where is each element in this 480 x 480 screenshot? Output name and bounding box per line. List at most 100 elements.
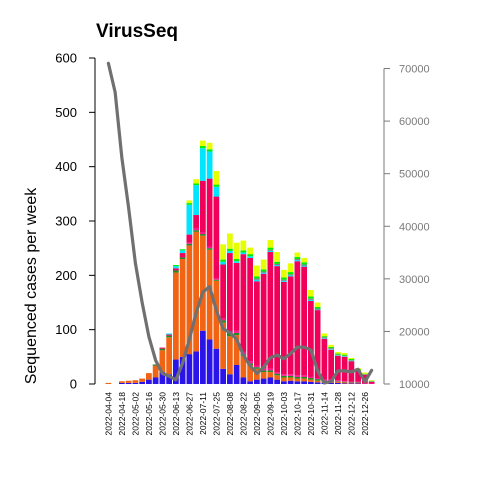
x-tick-label: 2022-12-26 [360,392,370,436]
bar-segment [362,373,368,375]
bar-segment [146,379,152,384]
bar-segment [301,376,307,379]
x-tick-label: 2022-04-18 [117,392,127,436]
bar-segment [193,185,199,216]
bar-segment [281,281,287,375]
bar-segment [200,234,206,236]
bar-segment [341,381,348,383]
bar-segment [247,361,253,364]
bar-segment [247,364,253,382]
bar-segment [267,249,274,251]
bar-segment [166,374,172,384]
x-tick-label: 2022-09-19 [265,392,275,436]
bar-segment [355,381,361,383]
bar-segment [341,356,348,357]
bar-segment [274,263,280,266]
x-tick-label: 2022-05-30 [157,392,167,436]
bar-segment [220,259,226,262]
bar-segment [335,381,341,382]
bar-segment [227,374,233,384]
bar-segment [287,272,294,275]
bar-segment [321,337,328,339]
right-tick-label: 50000 [399,169,430,181]
bar-segment [301,375,307,377]
bar-segment [227,250,233,254]
bar-segment [274,379,280,384]
bar-segment [314,382,321,384]
bar-segment [287,380,294,384]
bar-segment [335,381,341,383]
bar-segment [287,375,294,378]
bar-segment [139,378,145,382]
bar-segment [179,356,186,384]
bar-segment [240,240,247,251]
bar-segment [348,360,355,361]
bar-segment [173,266,179,269]
right-tick-label: 20000 [399,326,430,338]
bar-segment [186,243,193,246]
bar-segment [328,349,334,350]
bar-segment [186,242,193,244]
bar-segment [193,230,199,232]
bar-segment [267,377,274,384]
x-tick-label: 2022-05-02 [130,392,140,436]
bar-segment [260,372,267,379]
bar-segment [193,231,199,352]
bar-segment [254,279,260,282]
bar-segment [233,242,240,260]
bar-segment [274,373,280,376]
bar-segment [274,266,280,373]
bar-segment [240,250,247,253]
bar-segment [125,382,132,384]
bar-segment [193,351,199,384]
bar-segment [294,381,301,384]
bar-segment [193,183,199,186]
bar-segment [301,264,307,266]
bar-segment [254,278,260,280]
bar-segment [227,248,233,251]
bar-segment [206,248,213,250]
bar-segment [314,306,321,309]
bar-segment [362,374,368,375]
bar-segment [314,309,321,311]
left-tick-label: 200 [55,268,77,283]
x-tick-label: 2022-07-25 [211,392,221,436]
bar-segment [227,233,233,249]
bar-segment [240,254,247,352]
bar-segment [166,335,172,338]
x-tick-label: 2022-09-05 [252,392,262,436]
bar-segment [294,252,301,257]
bar-segment [186,203,193,205]
bar-segment [247,247,253,255]
x-tick-label: 2022-10-03 [279,392,289,436]
bar-segment [328,348,334,350]
bar-segment [247,256,253,258]
bar-segment [348,360,355,362]
bar-segment [328,344,334,348]
bar-segment [213,348,220,384]
x-axis: 2022-04-04 2022-04-18 2022-05-02 2022-05-16… [103,392,370,436]
bar-segment [267,250,274,252]
bar-segment [355,382,361,384]
bar-segment [341,354,348,356]
bar-segment [368,383,375,384]
bar-segment [287,374,294,376]
bar-segment [152,364,159,366]
bar-segment [267,251,274,369]
bar-segment [294,256,301,260]
bar-segment [355,370,361,382]
bar-segment [341,381,348,382]
bar-segment [335,355,341,356]
bar-segment [368,381,375,382]
y-axis-label: Sequenced cases per week [23,187,40,385]
x-tick-label: 2022-11-28 [333,392,343,435]
bar-segment [233,259,240,262]
right-tick-label: 70000 [399,64,430,76]
bar-segment [308,299,314,301]
left-tick-label: 500 [55,105,77,120]
left-axis: 0 100 200 300 400 500 600 [55,51,96,392]
bar-segment [179,253,186,258]
bar-segment [206,339,213,384]
x-tick-label: 2022-10-31 [306,392,316,436]
bar-segment [281,269,287,278]
